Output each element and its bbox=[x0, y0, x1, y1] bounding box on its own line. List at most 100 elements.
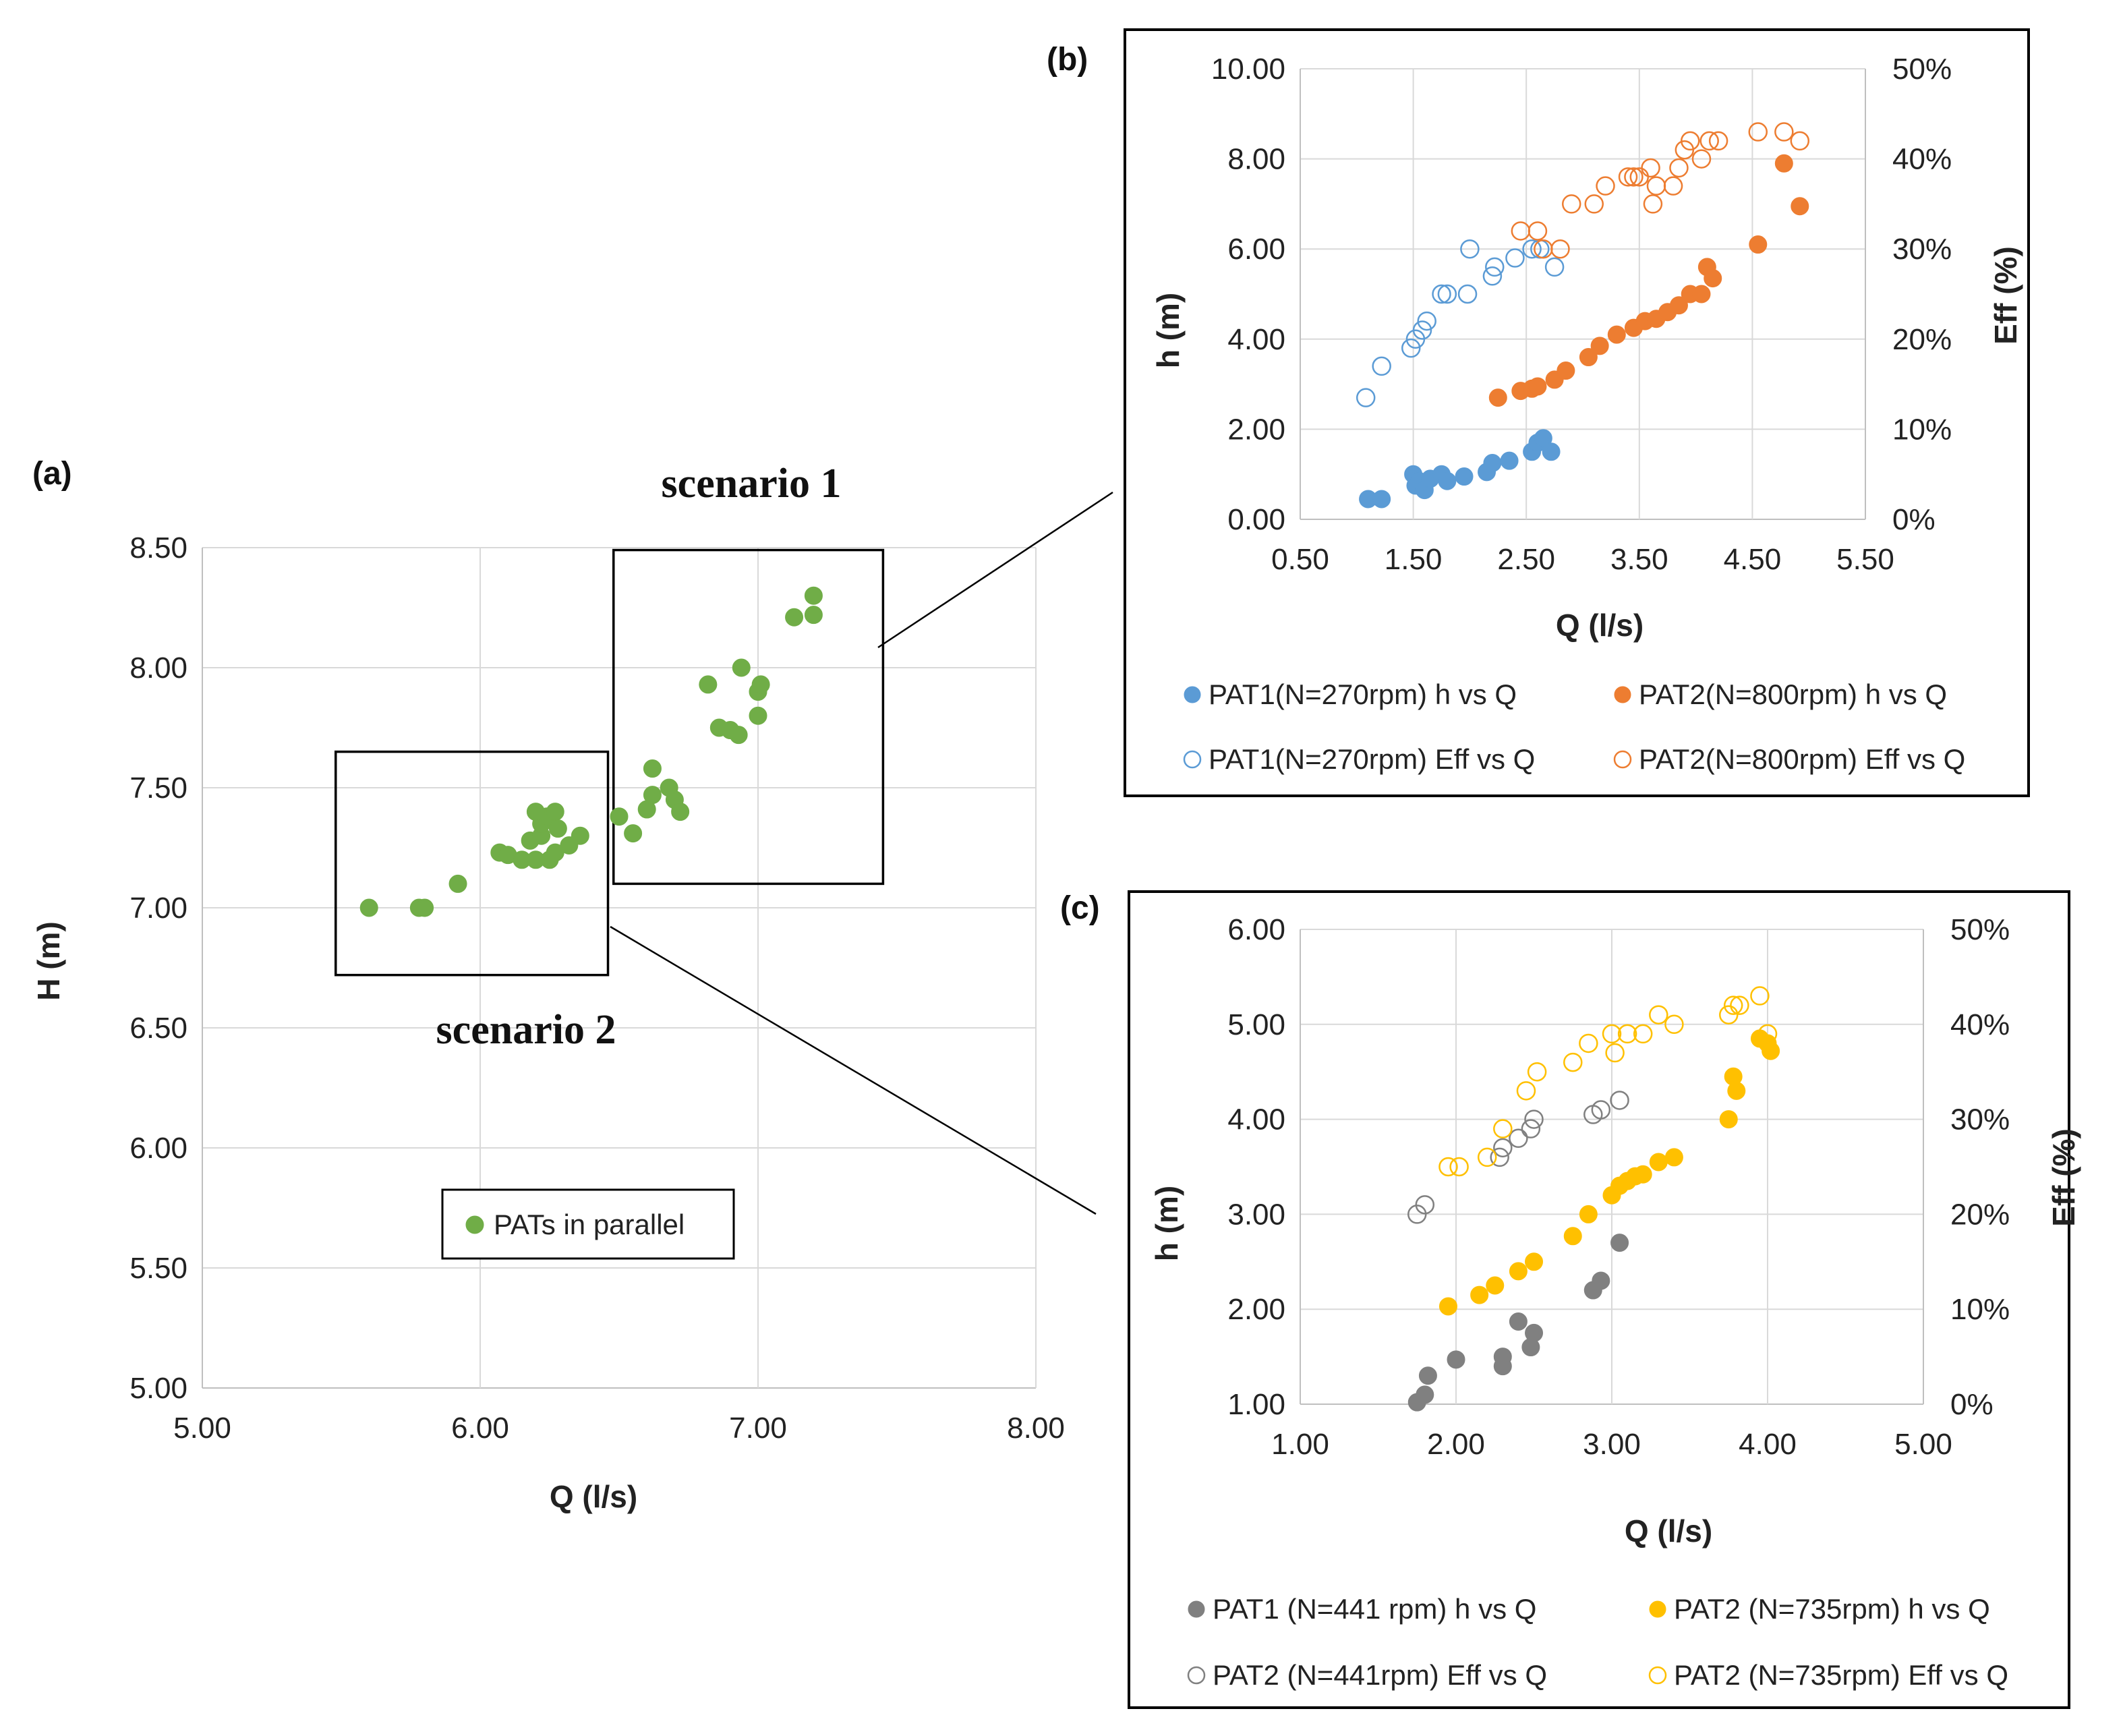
b-y2-tick-label: 50% bbox=[1892, 53, 1952, 86]
legend-label-c-series-1: PAT1 (N=441 rpm) h vs Q bbox=[1213, 1593, 1536, 1625]
panel-c-y2-axis-title: Eff (%) bbox=[2046, 1128, 2081, 1227]
panel-a-points bbox=[359, 586, 823, 917]
legend-marker-b-series-1 bbox=[1184, 686, 1201, 703]
scenario-1-label: scenario 1 bbox=[662, 461, 842, 507]
pats-in-parallel-point bbox=[610, 807, 629, 826]
c-y-tick-label: 2.00 bbox=[1227, 1293, 1285, 1326]
pat2-n-441rpm-eff-vs-q-point bbox=[1415, 1195, 1435, 1215]
pats-in-parallel-point bbox=[804, 586, 823, 605]
c-y2-tick-label: 0% bbox=[1950, 1388, 1994, 1421]
pats-in-parallel-point bbox=[732, 658, 751, 677]
b-y2-tick-label: 10% bbox=[1892, 413, 1952, 446]
b-y-tick-label: 10.00 bbox=[1211, 53, 1285, 86]
c-x-tick-label: 5.00 bbox=[1894, 1428, 1952, 1461]
pat2-n-735rpm-eff-vs-q-point bbox=[1605, 1043, 1625, 1063]
pats-in-parallel-point bbox=[548, 819, 567, 838]
pat2-n-800rpm-eff-vs-q-point bbox=[1748, 122, 1768, 142]
pat1-n-270rpm-eff-vs-q-point bbox=[1485, 257, 1505, 277]
pat1-n-270rpm-eff-vs-q-point bbox=[1522, 239, 1542, 259]
panel-b-ticks: 0.00 2.00 4.00 6.00 8.00 10.00 0.50 1.50 2.50 3.5… bbox=[1211, 53, 1952, 576]
pat2-n-800rpm-eff-vs-q-point bbox=[1691, 149, 1712, 169]
pat2-n-735rpm-eff-vs-q-point bbox=[1579, 1033, 1598, 1053]
panel-c-legend: PAT1 (N=441 rpm) h vs Q PAT2 (N=735rpm) … bbox=[1187, 1593, 2008, 1691]
pat1-n-270rpm-eff-vs-q-point bbox=[1432, 284, 1451, 304]
c-y-tick-label: 4.00 bbox=[1227, 1103, 1285, 1136]
panel-b: (b) 0.00 2.00 4.00 6.00 8.00 10.00 0.50 1.50 2.5… bbox=[1047, 28, 2030, 797]
c-y-tick-label: 5.00 bbox=[1227, 1008, 1285, 1041]
pat2-n-800rpm-h-vs-q-point bbox=[1579, 348, 1598, 367]
a-x-tick-label: 7.00 bbox=[729, 1412, 787, 1445]
a-x-tick-label: 6.00 bbox=[451, 1412, 509, 1445]
pat2-n-735rpm-h-vs-q-point bbox=[1470, 1285, 1489, 1304]
pat2-n-735rpm-eff-vs-q-point bbox=[1477, 1147, 1497, 1167]
callout-line-b bbox=[877, 491, 1113, 649]
pat2-n-800rpm-eff-vs-q-point bbox=[1708, 131, 1728, 151]
pat2-n-800rpm-eff-vs-q-point bbox=[1774, 122, 1794, 142]
pat2-n-800rpm-eff-vs-q-point bbox=[1528, 221, 1548, 241]
pat2-n-800rpm-eff-vs-q-point bbox=[1641, 158, 1660, 178]
pat2-n-800rpm-eff-vs-q-point bbox=[1790, 131, 1810, 151]
pat2-n-800rpm-eff-vs-q-point bbox=[1669, 158, 1689, 178]
pat2-n-735rpm-eff-vs-q-point bbox=[1664, 1014, 1684, 1035]
b-y2-tick-label: 20% bbox=[1892, 323, 1952, 356]
pat2-n-735rpm-h-vs-q-point bbox=[1649, 1153, 1668, 1171]
b-y-tick-label: 0.00 bbox=[1227, 503, 1285, 536]
a-y-tick-label: 7.00 bbox=[129, 892, 187, 925]
c-y-tick-label: 1.00 bbox=[1227, 1388, 1285, 1421]
c-x-tick-label: 3.00 bbox=[1583, 1428, 1641, 1461]
c-x-tick-label: 2.00 bbox=[1427, 1428, 1485, 1461]
panel-c: (c) 1.00 2.00 3.00 4.00 5.00 6.00 1.00 2.00 3.00… bbox=[1060, 890, 2081, 1709]
pat2-n-735rpm-eff-vs-q-point bbox=[1563, 1052, 1583, 1072]
pat1-n-270rpm-h-vs-q-point bbox=[1534, 429, 1552, 448]
pat1-n-270rpm-eff-vs-q-point bbox=[1437, 284, 1457, 304]
panel-a-label: (a) bbox=[32, 456, 72, 492]
b-y2-tick-label: 30% bbox=[1892, 233, 1952, 266]
pats-in-parallel-point bbox=[624, 824, 643, 843]
pat1-n-270rpm-eff-vs-q-point bbox=[1417, 311, 1436, 331]
legend-marker-c-series-4 bbox=[1648, 1666, 1667, 1685]
pats-in-parallel-point bbox=[729, 726, 748, 745]
b-y2-tick-label: 40% bbox=[1892, 143, 1952, 176]
c-y2-tick-label: 40% bbox=[1950, 1008, 2010, 1041]
legend-marker-c-series-2 bbox=[1649, 1600, 1666, 1618]
scenario-2-label: scenario 2 bbox=[436, 1007, 616, 1053]
pat1-n-270rpm-eff-vs-q-point bbox=[1482, 266, 1503, 286]
pat2-n-800rpm-eff-vs-q-point bbox=[1561, 194, 1581, 214]
pat1-n-270rpm-h-vs-q-point bbox=[1483, 454, 1502, 472]
callout-line-c bbox=[610, 925, 1097, 1215]
legend-label-b-series-1: PAT1(N=270rpm) h vs Q bbox=[1209, 678, 1517, 710]
legend-marker-c-series-3 bbox=[1187, 1666, 1206, 1685]
panel-a-legend: PATs in parallel bbox=[441, 1188, 735, 1260]
pat1-n-270rpm-eff-vs-q-point bbox=[1401, 338, 1421, 358]
panel-a-ticks: 5.00 5.50 6.00 6.50 7.00 7.50 8.00 8.50 5.00 6.00… bbox=[129, 531, 1064, 1445]
panel-c-points bbox=[1407, 986, 1780, 1412]
pat2-n-800rpm-eff-vs-q-point bbox=[1680, 131, 1700, 151]
b-x-tick-label: 0.50 bbox=[1271, 543, 1329, 576]
panel-c-x-axis-title: Q (l/s) bbox=[1625, 1513, 1712, 1549]
pat1-n-441-rpm-h-vs-q-point bbox=[1509, 1312, 1528, 1331]
pat1-n-270rpm-eff-vs-q-point bbox=[1372, 356, 1391, 376]
pat2-n-441rpm-eff-vs-q-point bbox=[1591, 1100, 1611, 1120]
a-y-tick-label: 5.50 bbox=[129, 1252, 187, 1285]
pat2-n-800rpm-eff-vs-q-point bbox=[1584, 194, 1604, 214]
b-y-tick-label: 4.00 bbox=[1227, 323, 1285, 356]
c-y2-tick-label: 30% bbox=[1950, 1103, 2010, 1136]
pat2-n-735rpm-eff-vs-q-point bbox=[1527, 1062, 1547, 1082]
pat2-n-800rpm-h-vs-q-point bbox=[1590, 337, 1609, 355]
pat2-n-800rpm-h-vs-q-point bbox=[1791, 197, 1809, 216]
a-y-tick-label: 6.50 bbox=[129, 1012, 187, 1045]
a-y-tick-label: 5.00 bbox=[129, 1372, 187, 1405]
b-x-tick-label: 1.50 bbox=[1385, 543, 1443, 576]
panel-a-legend-box bbox=[441, 1188, 735, 1260]
pat2-n-735rpm-eff-vs-q-point bbox=[1757, 1024, 1778, 1044]
pat2-n-441rpm-eff-vs-q-point bbox=[1509, 1128, 1528, 1149]
a-x-tick-label: 8.00 bbox=[1007, 1412, 1065, 1445]
pat2-n-735rpm-eff-vs-q-point bbox=[1617, 1024, 1637, 1044]
pat2-n-735rpm-h-vs-q-point bbox=[1727, 1081, 1746, 1100]
c-x-tick-label: 1.00 bbox=[1271, 1428, 1329, 1461]
pat1-n-441-rpm-h-vs-q-point bbox=[1610, 1234, 1629, 1252]
pat2-n-800rpm-eff-vs-q-point bbox=[1550, 239, 1570, 259]
pat1-n-441-rpm-h-vs-q-point bbox=[1592, 1271, 1610, 1290]
pats-in-parallel-point bbox=[751, 675, 770, 694]
